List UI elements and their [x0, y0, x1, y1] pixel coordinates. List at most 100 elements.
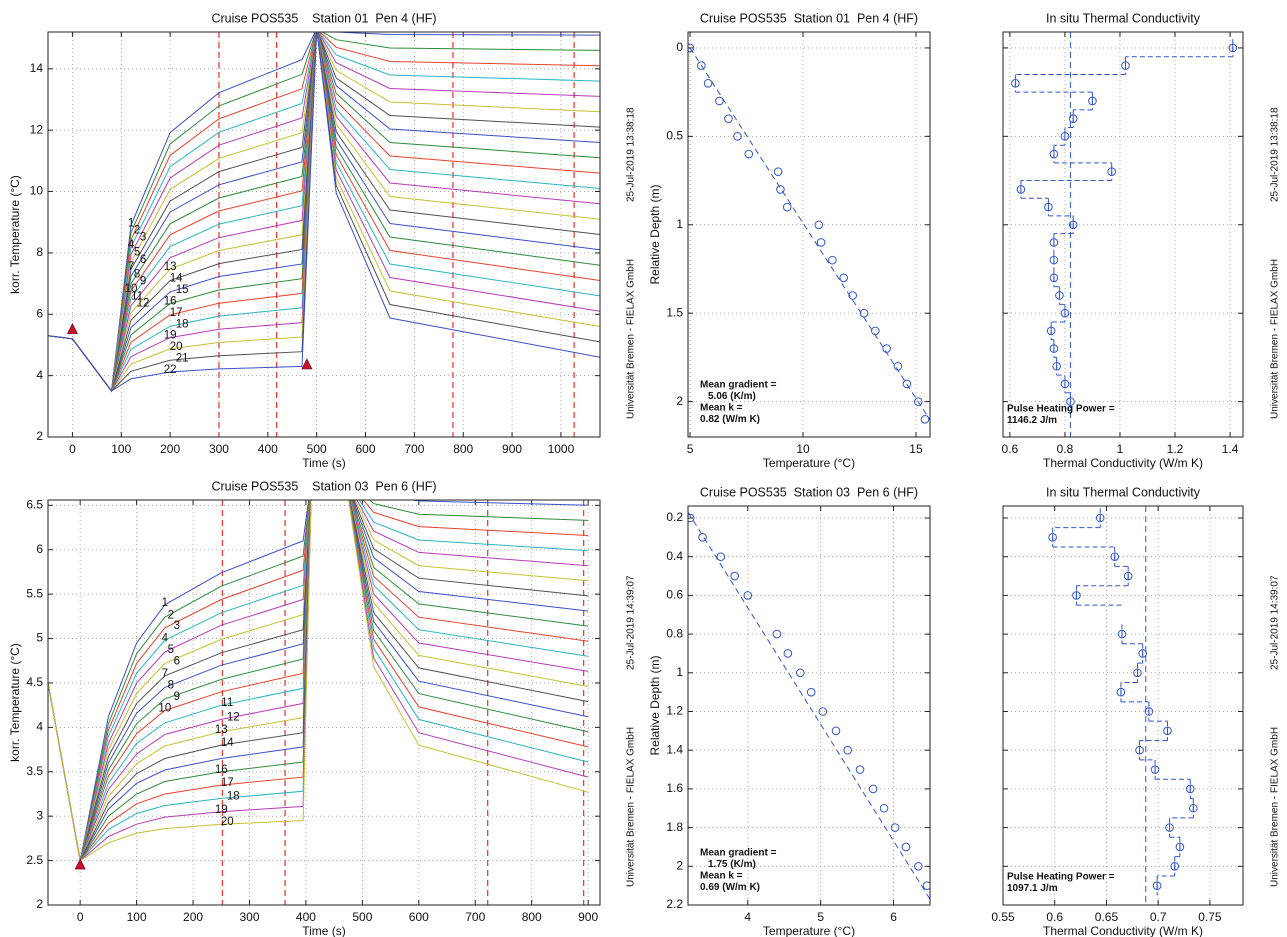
series-label: 15 — [176, 284, 189, 296]
y-tick-label: 4.5 — [26, 675, 43, 689]
series-line — [48, 500, 589, 861]
annotation: Mean gradient = — [700, 848, 777, 859]
panel: 0 100 200 300 400 500 600 700 800 900 2 2.5 3 3.5 4 4.5… — [8, 479, 601, 937]
series-label: 10 — [158, 703, 171, 715]
series-line — [48, 500, 589, 861]
x-tick-label: 0.75 — [1198, 910, 1222, 924]
data-point — [922, 881, 930, 890]
plot-frame — [687, 31, 931, 438]
series-line — [48, 500, 589, 861]
x-tick-label: 200 — [183, 910, 203, 924]
x-tick-label: 100 — [127, 910, 147, 924]
y-tick-label: 1.8 — [666, 820, 683, 834]
plot-frame — [47, 499, 601, 906]
fit-line — [689, 47, 930, 420]
side-text: 25-Jul-2019 14:39:07 — [626, 575, 637, 670]
chart-title: Cruise POS535 Station 01 Pen 4 (HF) — [700, 11, 918, 25]
side-text: Universität Bremen - FIELAX GmbH — [1270, 259, 1281, 419]
x-axis-label: Time (s) — [302, 456, 346, 470]
plot-area — [688, 511, 930, 900]
x-tick-label: 10 — [796, 442, 810, 456]
x-tick-label: 500 — [352, 910, 372, 924]
data-point — [902, 379, 912, 389]
panel: 4 5 6 0.2 0.4 0.6 0.8 1 1.2 1.4 1.6 1.8 2 2.2 Cruise P… — [626, 485, 931, 937]
series-label: 16 — [164, 296, 177, 308]
plot-area — [48, 500, 589, 905]
marker — [301, 358, 313, 370]
data-point — [688, 43, 695, 53]
series-label: 14 — [170, 273, 183, 285]
y-tick-label: 8 — [36, 245, 43, 259]
data-point — [773, 167, 783, 177]
data-point — [776, 185, 785, 194]
chart-title: Cruise POS535 Station 01 Pen 4 (HF) — [211, 11, 436, 25]
annotation: 1097.1 J/m — [1007, 883, 1058, 894]
y-tick-label: 2 — [676, 394, 683, 408]
series-line — [48, 500, 589, 863]
data-point — [688, 513, 695, 523]
y-tick-label: 1 — [676, 217, 683, 231]
panel: 0.6 0.8 1 1.2 1.4 In situ Thermal Conductivit… — [1002, 11, 1281, 470]
series-line — [48, 500, 589, 863]
series-label: 12 — [137, 298, 150, 310]
data-point — [698, 533, 707, 542]
panel: 5 10 15 0 0.5 1 1.5 2 Cruise POS535 Station 01 P… — [626, 11, 931, 470]
marker — [66, 322, 78, 334]
data-point — [818, 707, 828, 716]
data-point — [724, 114, 733, 123]
plot-frame — [47, 31, 601, 438]
plot-frame — [1002, 31, 1244, 438]
x-tick-label: 300 — [239, 910, 259, 924]
data-point — [890, 823, 900, 832]
y-tick-label: 2.5 — [26, 853, 43, 867]
series-label: 11 — [221, 697, 233, 709]
x-tick-label: 4 — [744, 910, 751, 924]
plot-area — [1011, 32, 1238, 437]
x-tick-label: 100 — [111, 442, 131, 456]
data-point — [828, 255, 837, 265]
annotation: 0.69 (W/m K) — [700, 882, 760, 893]
annotation: 5.06 (K/m) — [708, 391, 756, 402]
series-line — [48, 500, 589, 861]
y-tick-label: 4 — [36, 368, 43, 382]
y-tick-label: 2 — [676, 858, 683, 872]
plot-frame — [687, 505, 931, 906]
side-text: 25-Jul-2019 14:39:07 — [1270, 575, 1281, 670]
series-label: 7 — [128, 261, 134, 273]
data-point — [859, 308, 869, 318]
y-tick-label: 1.6 — [666, 781, 683, 795]
y-tick-label: 2 — [36, 897, 43, 911]
series-line — [48, 500, 589, 862]
y-axis-label: korr. Temperature (°C) — [8, 175, 22, 294]
y-tick-label: 0.2 — [666, 510, 683, 524]
x-tick-label: 15 — [909, 442, 923, 456]
x-tick-label: 200 — [160, 442, 180, 456]
series-label: 4 — [128, 239, 135, 251]
series-line — [48, 500, 589, 862]
x-tick-label: 600 — [356, 442, 376, 456]
series-line — [48, 32, 600, 392]
data-point — [839, 273, 848, 283]
data-point — [772, 629, 782, 639]
series-label: 4 — [162, 632, 169, 644]
data-point — [814, 220, 824, 230]
plot-area — [48, 32, 600, 437]
y-tick-label: 1 — [676, 665, 683, 679]
y-tick-label: 0.6 — [666, 588, 683, 602]
y-tick-label: 0.4 — [666, 549, 683, 563]
x-tick-label: 800 — [522, 910, 542, 924]
y-axis-label: korr. Temperature (°C) — [8, 643, 22, 762]
series-line — [48, 500, 589, 861]
data-point — [795, 668, 805, 678]
plot-area — [688, 43, 930, 424]
y-tick-label: 0 — [676, 40, 683, 54]
annotation: Mean k = — [700, 871, 743, 882]
x-axis-label: Thermal Conductivity (W/m K) — [1043, 924, 1203, 937]
series-label: 5 — [168, 644, 174, 656]
series-label: 21 — [176, 352, 189, 364]
chart-title: In situ Thermal Conductivity — [1046, 11, 1201, 25]
series-label: 7 — [162, 668, 168, 680]
y-tick-label: 5 — [36, 631, 43, 645]
x-tick-label: 1.4 — [1222, 442, 1239, 456]
